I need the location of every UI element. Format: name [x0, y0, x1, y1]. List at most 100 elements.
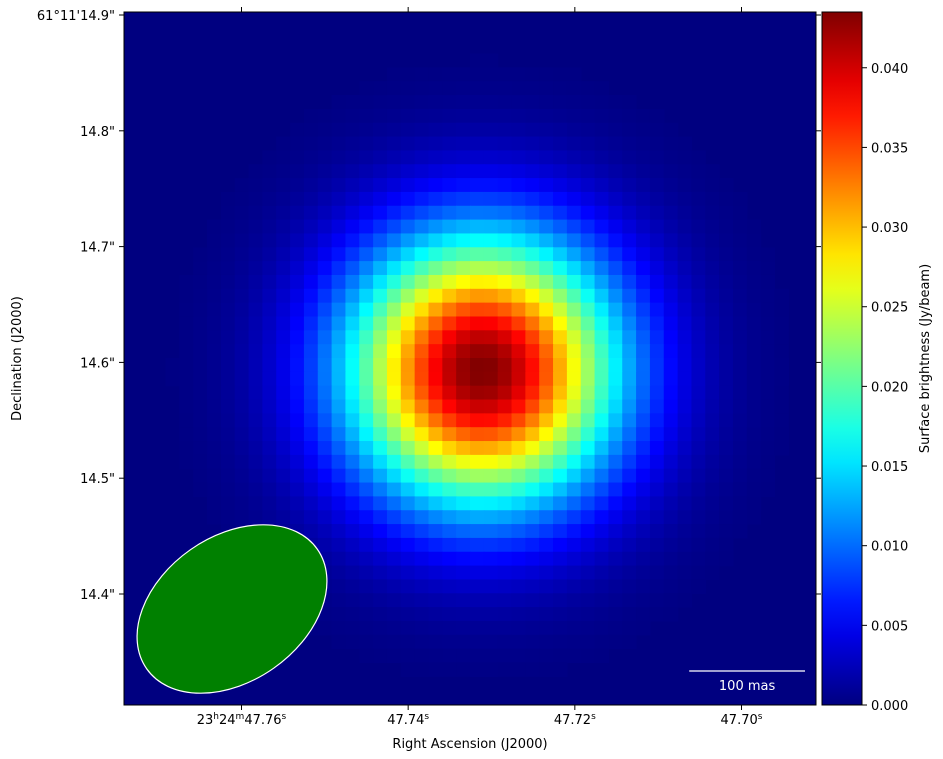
image-pixel — [359, 454, 374, 470]
image-pixel — [428, 620, 443, 636]
image-pixel — [373, 358, 388, 373]
image-pixel — [428, 551, 443, 567]
image-pixel — [359, 565, 374, 581]
image-pixel — [483, 150, 499, 165]
plot-frame — [123, 11, 817, 706]
image-pixel — [539, 579, 554, 594]
image-pixel — [691, 371, 706, 387]
image-pixel — [746, 399, 762, 414]
image-pixel — [290, 330, 305, 345]
scale-bar-label: 100 mas — [719, 679, 776, 694]
image-pixel — [400, 108, 416, 124]
image-pixel — [649, 371, 665, 387]
image-pixel — [677, 316, 693, 331]
image-pixel — [774, 358, 789, 373]
image-pixel — [622, 178, 637, 193]
image-pixel — [705, 496, 720, 511]
image-pixel — [719, 371, 734, 387]
image-pixel — [663, 344, 679, 359]
image-pixel — [373, 95, 388, 110]
image-pixel — [663, 413, 679, 428]
image-pixel — [276, 427, 291, 442]
image-pixel — [456, 634, 471, 650]
image-pixel — [497, 358, 513, 373]
image-pixel — [705, 205, 720, 221]
image-pixel — [511, 136, 526, 151]
image-pixel — [373, 482, 388, 497]
image-pixel — [220, 496, 236, 511]
image-pixel — [608, 371, 623, 387]
image-pixel — [691, 288, 706, 304]
colorbar-tick-label: 0.000 — [871, 699, 908, 714]
image-pixel — [414, 191, 430, 207]
image-pixel — [331, 247, 347, 262]
image-pixel — [400, 427, 416, 442]
image-pixel — [414, 122, 430, 138]
image-pixel — [719, 261, 734, 276]
image-pixel — [566, 399, 582, 414]
image-pixel — [622, 551, 637, 567]
image-pixel — [428, 537, 443, 553]
image-pixel — [608, 565, 623, 581]
image-pixel — [539, 648, 554, 664]
image-pixel — [539, 524, 554, 539]
image-pixel — [428, 579, 443, 594]
image-pixel — [262, 274, 277, 290]
image-pixel — [497, 662, 513, 677]
image-pixel — [359, 247, 374, 262]
image-pixel — [386, 330, 402, 345]
image-pixel — [483, 95, 499, 110]
image-pixel — [677, 358, 693, 373]
image-pixel — [622, 634, 637, 650]
image-pixel — [677, 482, 693, 497]
image-pixel — [497, 233, 513, 248]
image-pixel — [234, 247, 250, 262]
image-pixel — [234, 358, 250, 373]
image-pixel — [497, 413, 513, 428]
image-pixel — [317, 524, 333, 539]
image-pixel — [428, 607, 443, 622]
image-pixel — [511, 261, 526, 276]
image-pixel — [386, 122, 402, 138]
image-pixel — [525, 371, 540, 387]
image-pixel — [497, 81, 513, 96]
image-pixel — [359, 150, 374, 165]
image-pixel — [594, 482, 609, 497]
image-pixel — [649, 468, 665, 484]
image-pixel — [345, 593, 360, 608]
image-pixel — [276, 150, 291, 165]
image-pixel — [456, 496, 471, 511]
image-pixel — [649, 344, 665, 359]
image-pixel — [428, 108, 443, 124]
image-pixel — [594, 565, 609, 581]
beam-layer — [136, 524, 328, 694]
image-pixel — [345, 510, 360, 525]
image-pixel — [386, 413, 402, 428]
image-pixel — [539, 565, 554, 581]
image-pixel — [331, 302, 347, 318]
image-pixel — [608, 344, 623, 359]
image-pixel — [442, 219, 457, 235]
image-pixel — [636, 607, 651, 622]
image-pixel — [677, 371, 693, 387]
image-pixel — [220, 274, 236, 290]
image-pixel — [317, 330, 333, 345]
image-pixel — [636, 261, 651, 276]
image-pixel — [594, 385, 609, 401]
image-pixel — [386, 247, 402, 262]
image-pixel — [470, 565, 485, 581]
image-pixel — [580, 496, 596, 511]
image-pixel — [276, 413, 291, 428]
image-pixel — [677, 579, 693, 594]
image-pixel — [525, 95, 540, 110]
image-pixel — [400, 95, 416, 110]
image-pixel — [649, 537, 665, 553]
image-pixel — [248, 233, 263, 248]
image-pixel — [566, 150, 582, 165]
image-pixel — [234, 288, 250, 304]
image-pixel — [663, 330, 679, 345]
image-pixel — [456, 316, 471, 331]
image-pixel — [483, 108, 499, 124]
image-pixel — [442, 288, 457, 304]
image-pixel — [608, 358, 623, 373]
